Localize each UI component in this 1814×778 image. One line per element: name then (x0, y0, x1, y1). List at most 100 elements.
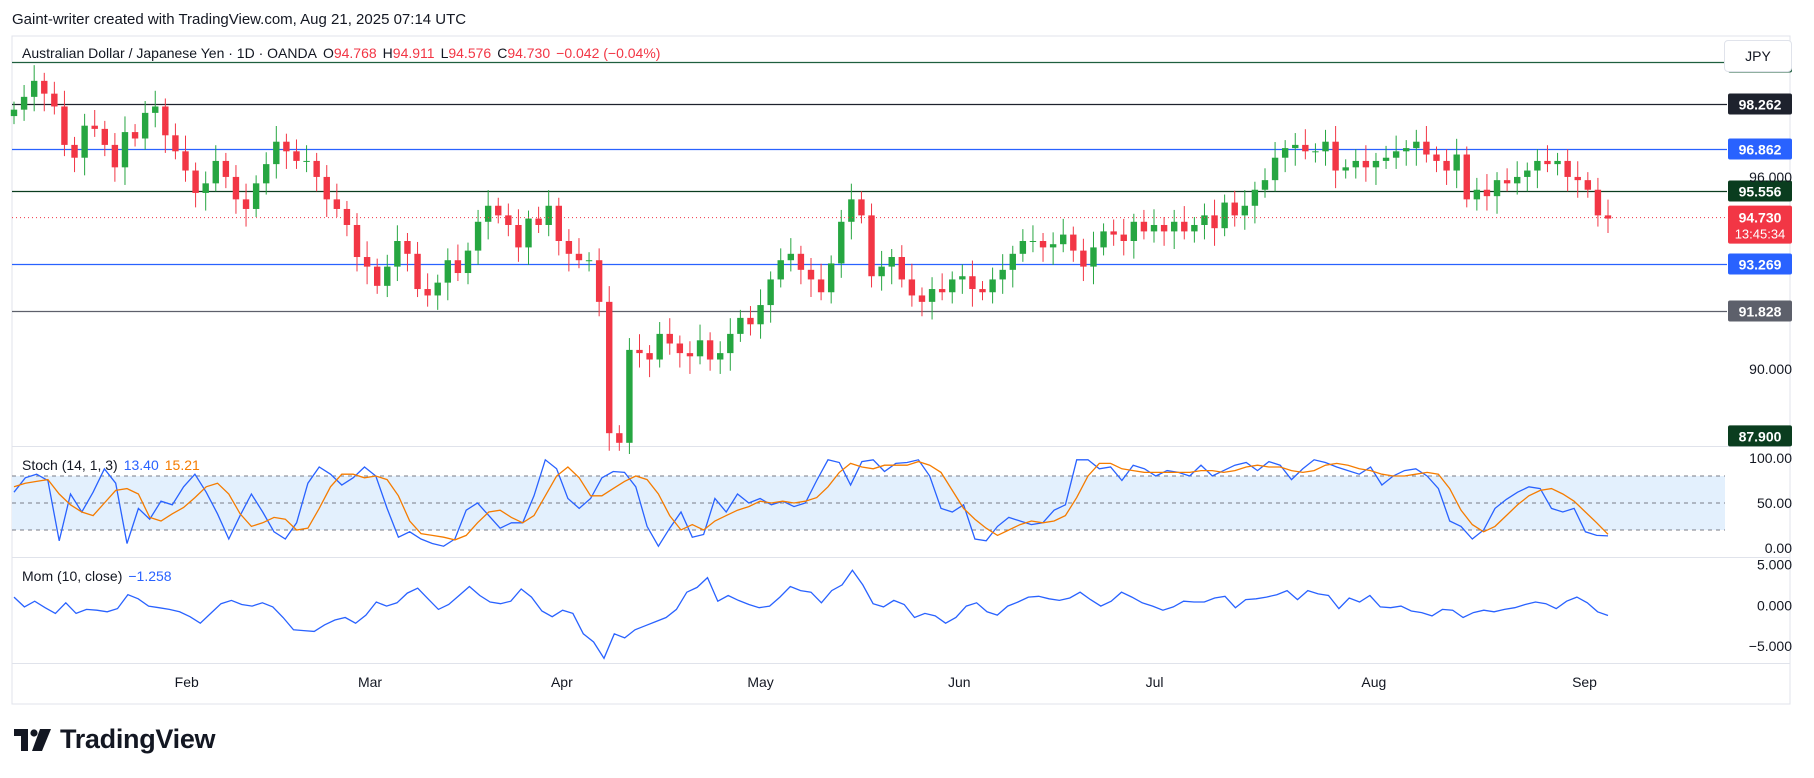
candle-body (384, 266, 391, 286)
candle-body (1241, 205, 1249, 216)
mom-y-tick: −5.000 (1749, 638, 1792, 654)
close-label: C (497, 45, 508, 61)
candle-body (656, 333, 663, 360)
change-value: −0.042 (−0.04%) (556, 45, 661, 61)
y-tick-label: 96.000 (1749, 169, 1792, 185)
high-label: H (382, 45, 393, 61)
candle-body (1191, 224, 1198, 232)
candle-body (222, 160, 230, 177)
x-tick-label: Jun (948, 674, 971, 690)
symbol-title[interactable]: Australian Dollar / Japanese Yen · 1D · … (22, 45, 317, 61)
price-tag (1728, 425, 1792, 447)
candle-body (1281, 148, 1289, 158)
candle-body (434, 282, 441, 296)
stoch-y-tick: 0.00 (1765, 540, 1792, 556)
candle-body (777, 260, 784, 280)
candle-body (252, 183, 260, 209)
candle-body (737, 317, 744, 334)
candle-body (565, 241, 573, 254)
candle-body (1332, 141, 1339, 171)
candle-body (1271, 157, 1279, 181)
candle-body (535, 218, 542, 225)
candle-body (595, 260, 603, 302)
candle-body (1100, 231, 1107, 248)
candle-body (817, 279, 825, 293)
candle-body (1574, 176, 1581, 181)
stoch-d-line (13, 460, 1609, 541)
candle-body (888, 257, 895, 267)
level-tag-label: 98.262 (1739, 97, 1782, 113)
brand-logo[interactable]: TradingView (14, 724, 216, 755)
candle-body (636, 349, 643, 354)
candle-body (928, 289, 936, 302)
candle-body (1352, 160, 1359, 168)
candle-body (20, 96, 28, 110)
candle-body (1261, 180, 1269, 190)
candle-body (71, 144, 78, 158)
candle-body (1564, 160, 1571, 177)
low-label: L (440, 45, 449, 61)
attribution-text: Gaint-writer created with TradingView.co… (12, 11, 467, 28)
candle-body (858, 199, 865, 216)
candle-body (1503, 180, 1511, 184)
candle-body (626, 349, 633, 443)
candle-body (444, 260, 452, 283)
candle-body (1251, 189, 1259, 206)
candle-body (414, 253, 421, 290)
candle-body (727, 333, 734, 354)
candle-body (606, 301, 613, 434)
candle-body (1049, 244, 1057, 248)
candle-body (1473, 189, 1481, 200)
candle-body (1160, 224, 1168, 232)
candle-body (303, 160, 310, 162)
candle-body (1322, 141, 1329, 152)
candle-body (111, 144, 119, 168)
mom-label[interactable]: Mom (10, close) (22, 568, 123, 584)
candle-body (1201, 215, 1208, 225)
currency-button[interactable]: JPY (1724, 40, 1792, 72)
candle-body (373, 266, 381, 286)
candle-body (1604, 215, 1612, 219)
mom-legend: Mom (10, close) −1.258 (22, 568, 178, 584)
candle-body (585, 260, 593, 262)
close-value: 94.730 (507, 45, 551, 61)
candle-body (293, 151, 300, 161)
candle-body (969, 276, 976, 290)
candle-body (121, 132, 129, 168)
x-tick-label: May (747, 674, 773, 690)
candle-body (1413, 141, 1420, 149)
candle-body (1463, 154, 1470, 200)
x-tick-label: Jul (1146, 674, 1164, 690)
low-value: 94.576 (448, 45, 492, 61)
candle-body (1514, 176, 1521, 184)
level-tag (1728, 93, 1792, 115)
candle-body (1080, 250, 1087, 267)
candle-body (1211, 215, 1218, 229)
candle-body (807, 269, 815, 280)
level-tag (1728, 300, 1792, 322)
candle-body (101, 128, 108, 145)
candle-body (141, 112, 149, 139)
main-legend: Australian Dollar / Japanese Yen · 1D · … (22, 45, 666, 61)
candle-body (1120, 234, 1127, 241)
candle-body (1140, 221, 1148, 232)
candle-body (767, 279, 774, 306)
countdown-label: 13:45:34 (1735, 227, 1786, 242)
level-tag-label: 95.556 (1739, 184, 1782, 200)
candle-body (313, 160, 320, 177)
candle-body (1554, 160, 1561, 165)
candle-body (1392, 151, 1400, 158)
candle-body (172, 135, 179, 152)
candle-body (454, 260, 462, 274)
candle-body (333, 199, 341, 209)
candle-body (1584, 180, 1592, 190)
candle-body (394, 241, 401, 267)
candle-body (505, 215, 512, 225)
stoch-label[interactable]: Stoch (14, 1, 3) (22, 457, 118, 473)
price-tag-label: 87.900 (1739, 428, 1782, 444)
candle-body (868, 215, 875, 277)
candle-body (666, 333, 673, 344)
candle-body (41, 80, 48, 94)
candle-body (323, 176, 330, 200)
